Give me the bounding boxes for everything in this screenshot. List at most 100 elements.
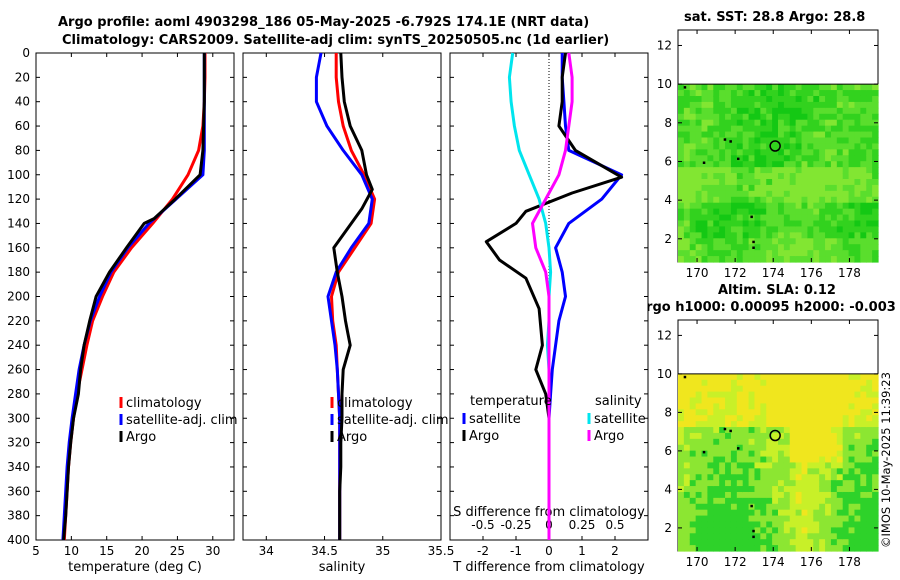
sst_map-cell (748, 90, 756, 97)
sla_map-cell (695, 427, 703, 434)
sla_map-cell (819, 468, 826, 475)
sla_map-cell (830, 497, 838, 505)
sla_map-island (752, 529, 755, 533)
sst_map-cell (683, 208, 691, 216)
sst_map-cell (854, 232, 861, 239)
sla_map-cell (848, 497, 856, 505)
sla_map-cell (854, 456, 861, 464)
sla_map-cell (695, 462, 703, 469)
sst_map-island (729, 140, 732, 143)
sla_map-cell (854, 415, 861, 422)
sla_map-cell (719, 391, 726, 399)
sla_map-cell (825, 468, 832, 475)
sla_map-cell (819, 486, 826, 493)
sst_map-cell (730, 226, 738, 233)
sla_map-cell (836, 373, 844, 381)
sla_map-cell (707, 456, 714, 464)
sst_map-cell (789, 155, 797, 162)
sla_map-cell (695, 409, 703, 416)
sst_map-cell (754, 184, 761, 192)
sla_map-cell (766, 521, 773, 528)
sst_map-cell (730, 95, 738, 103)
sst_map-cell (819, 131, 826, 139)
temperature-xtick-label: 25 (170, 544, 185, 558)
sst_map-cell (730, 143, 738, 150)
sla_map-cell (678, 533, 685, 540)
sst_map-cell (813, 101, 820, 109)
temperature-ytick-label: 140 (7, 216, 30, 230)
sst_map-cell (683, 179, 691, 186)
sla_map-cell (766, 415, 773, 422)
sla_map-cell (766, 527, 773, 534)
sla_map-cell (742, 545, 750, 552)
sst_map-cell (695, 256, 703, 263)
sla_map-cell (830, 486, 838, 493)
sla_map-cell (754, 486, 761, 493)
sst_map-cell (725, 184, 732, 192)
sst_map-cell (789, 90, 797, 97)
sst_map-cell (695, 226, 703, 233)
sla_map-cell (730, 373, 738, 381)
sla_map-cell (789, 486, 797, 493)
sst_map-cell (825, 143, 832, 150)
sla_map-cell (772, 462, 779, 469)
sst_map-cell (789, 137, 797, 145)
sla_map-cell (730, 474, 738, 481)
sla_map-cell (795, 545, 803, 552)
sla_map-cell (736, 539, 744, 546)
sst_map-cell (848, 220, 856, 228)
sla_map-cell (760, 415, 767, 422)
sla_map-cell (830, 415, 838, 422)
difference-legend-s-argo-label: Argo (594, 429, 624, 444)
sla_map-cell (760, 427, 767, 434)
sla_map-cell (819, 444, 826, 452)
sst_map-cell (766, 190, 773, 198)
sla_map-cell (772, 403, 779, 410)
sst_map-cell (789, 190, 797, 198)
sla_map-cell (801, 385, 809, 393)
sla_map-cell (678, 444, 685, 452)
sla_map-cell (725, 456, 732, 464)
sst_map-cell (766, 161, 773, 168)
sla_map-cell (795, 468, 803, 475)
sst_map-cell (701, 95, 709, 103)
sla_map-cell (766, 539, 773, 546)
sla_map-cell (813, 521, 820, 528)
sst_map-cell (683, 173, 691, 180)
sst_map-cell (848, 90, 856, 97)
sla_map-cell (842, 403, 850, 410)
sla_map-cell (795, 438, 803, 446)
salinity-xtick-label: 34 (259, 544, 274, 558)
sst_map-cell (695, 184, 703, 192)
sla_map-cell (866, 415, 873, 422)
sla_map-cell (866, 545, 873, 552)
sla_map-cell (695, 521, 703, 528)
sst_map-cell (754, 113, 761, 121)
sst_map-cell (854, 101, 861, 109)
sst_map-cell (730, 167, 738, 174)
sla_map-cell (766, 456, 773, 464)
sla_map-cell (789, 468, 797, 475)
sla_map-cell (854, 486, 861, 493)
sst_map-cell (819, 190, 826, 198)
sla_map-cell (766, 385, 773, 393)
sla-map-title: Altim. SLA: 0.12 (718, 283, 836, 298)
sst_map-cell (707, 250, 714, 257)
sst_map-cell (866, 214, 873, 222)
sst_map-cell (842, 173, 850, 180)
sla_map-cell (836, 391, 844, 399)
sst_map-cell (807, 137, 814, 145)
sla_map-cell (707, 444, 714, 452)
sst-map-title: sat. SST: 28.8 Argo: 28.8 (684, 10, 866, 25)
sla_map-cell (872, 462, 879, 469)
sla_map-cell (860, 421, 867, 428)
sla_map-cell (783, 450, 791, 458)
sla_map-cell (801, 533, 809, 540)
sst_map-cell (854, 107, 861, 115)
sst_map-ytick-label: 12 (657, 38, 672, 52)
sst_map-cell (778, 256, 785, 263)
sst_map-cell (783, 84, 791, 91)
sst_map-cell (848, 167, 856, 174)
sst_map-cell (725, 250, 732, 257)
sla_map-cell (872, 480, 879, 487)
